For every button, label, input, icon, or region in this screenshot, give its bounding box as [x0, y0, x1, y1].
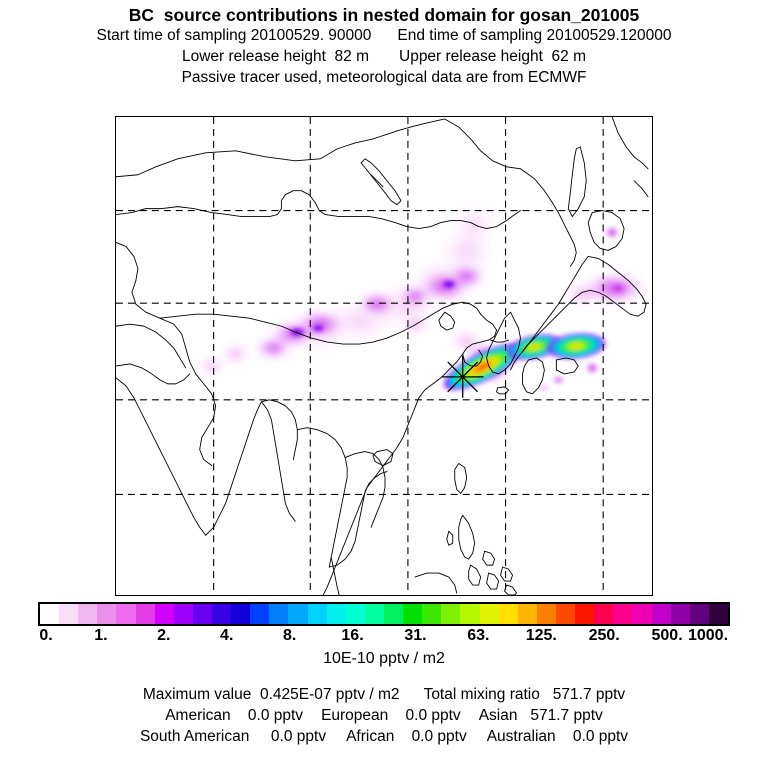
region-label-african: African [346, 728, 395, 745]
end-time-label: End time of sampling [397, 27, 543, 44]
colorbar-tick-label: 4. [220, 627, 234, 644]
map-gridlines [116, 117, 652, 595]
region-value-asian: 571.7 pptv [530, 707, 603, 724]
colorbar-segment [441, 604, 461, 624]
colorbar-tick-labels: 0. 1. 2. 4. 8. 16. 31. 63. 125. 250. 500. 1000. [0, 627, 768, 647]
region-value-european: 0.0 pptv [405, 707, 461, 724]
colorbar-segment [59, 604, 79, 624]
colorbar-segment [517, 604, 537, 624]
colorbar-tick-label: 2. [157, 627, 171, 644]
region-label-european: European [321, 707, 389, 724]
footer-line-regions-1: American 0.0 pptv European 0.0 pptv Asian … [0, 705, 768, 726]
colorbar-segment [364, 604, 384, 624]
colorbar-segment [651, 604, 671, 624]
total-mixing-ratio-label: Total mixing ratio [423, 686, 540, 703]
colorbar-segment [575, 604, 595, 624]
colorbar-segment [78, 604, 98, 624]
colorbar-segment [250, 604, 270, 624]
colorbar-tick-label: 8. [282, 627, 297, 644]
colorbar-tick-label: 500. [651, 627, 683, 644]
colorbar-tick-label: 16. [341, 627, 364, 644]
plume-kyushu-tail [537, 373, 567, 394]
colorbar-segment [307, 604, 327, 624]
plume-ne-china [355, 263, 487, 335]
colorbar-segment [288, 604, 308, 624]
colorbar-segment [40, 604, 60, 624]
footer-line-max: Maximum value 0.425E-07 pptv / m2 Total m… [0, 684, 768, 705]
colorbar-tick-label: 31. [404, 627, 427, 644]
colorbar-segment [708, 604, 728, 624]
colorbar-segment [326, 604, 346, 624]
release-height-line: Lower release height 82 m Upper release h… [0, 46, 768, 67]
colorbar-segment [479, 604, 499, 624]
end-time-value: 20100529.120000 [546, 27, 672, 44]
colorbar-segment [116, 604, 136, 624]
lower-release-height-value: 82 m [334, 48, 369, 65]
plume-inner-mongolia [197, 309, 349, 376]
colorbar-tick-label: 125. [525, 627, 557, 644]
release-site-marker-icon [441, 356, 484, 398]
colorbar-segment [154, 604, 174, 624]
colorbar-segment [211, 604, 232, 624]
upper-release-height-label: Upper release height [399, 48, 543, 65]
colorbar-tick-label: 250. [588, 627, 620, 644]
start-time-label: Start time of sampling [96, 27, 247, 44]
colorbar-segment [97, 604, 117, 624]
plume-hokkaido [603, 224, 622, 241]
page-title: BC source contributions in nested domain… [128, 5, 640, 25]
colorbar-segment [594, 604, 614, 624]
colorbar-tick-label: 1000. [687, 627, 729, 644]
colorbar-segment [498, 604, 518, 624]
region-value-african: 0.0 pptv [411, 728, 467, 745]
colorbar-segment [383, 604, 404, 624]
colorbar-segment [536, 604, 556, 624]
colorbar-segment [689, 604, 709, 624]
region-label-australian: Australian [486, 728, 556, 745]
map-canvas [116, 117, 652, 595]
colorbar-unit-label: 10E-10 pptv / m2 [323, 650, 445, 667]
sampling-time-line: Start time of sampling 20100529. 90000 En… [0, 25, 768, 46]
region-value-south-american: 0.0 pptv [270, 728, 327, 745]
colorbar-tick-label: 0. [39, 627, 53, 644]
colorbar-segment [135, 604, 155, 624]
maximum-value-label: Maximum value [142, 686, 252, 703]
concentration-field [197, 204, 649, 394]
region-value-australian: 0.0 pptv [572, 728, 629, 745]
region-value-american: 0.0 pptv [247, 707, 304, 724]
chart-header: BC source contributions in nested domain… [0, 0, 768, 88]
footer-line-regions-2: South American 0.0 pptv African 0.0 pptv A… [0, 726, 768, 747]
colorbar-segment [231, 604, 251, 624]
statistics-footer: Maximum value 0.425E-07 pptv / m2 Total m… [0, 684, 768, 747]
plume-honshu-north [562, 271, 649, 306]
colorbar-tick-label: 63. [467, 627, 490, 644]
upper-release-height-value: 62 m [551, 48, 586, 65]
colorbar-segment [460, 604, 480, 624]
maximum-value: 0.425E-07 pptv / m2 [259, 686, 400, 703]
region-label-asian: Asian [478, 707, 518, 724]
colorbar-segment [613, 604, 633, 624]
colorbar-segment [403, 604, 423, 624]
colorbar-segment [192, 604, 212, 624]
colorbar-segment [632, 604, 652, 624]
region-label-south-american: South American [139, 728, 250, 745]
colorbar-segment [269, 604, 289, 624]
lower-release-height-label: Lower release height [182, 48, 326, 65]
colorbar-segment [555, 604, 576, 624]
map-plot-area[interactable] [115, 116, 653, 596]
region-label-american: American [165, 707, 231, 724]
colorbar[interactable] [38, 602, 730, 626]
colorbar-segment [173, 604, 193, 624]
total-mixing-ratio-value: 571.7 pptv [552, 686, 626, 703]
colorbar-tick-label: 1. [94, 627, 108, 644]
plume-kyushu [544, 331, 609, 361]
plume-gosan-main [441, 342, 525, 392]
colorbar-segment [670, 604, 690, 624]
colorbar-segment [345, 604, 365, 624]
colorbar-segment [422, 604, 442, 624]
start-time-value: 20100529. 90000 [250, 27, 372, 44]
tracer-note: Passive tracer used, meteorological data… [181, 69, 587, 86]
plume-honshu-south-patch [583, 359, 602, 376]
